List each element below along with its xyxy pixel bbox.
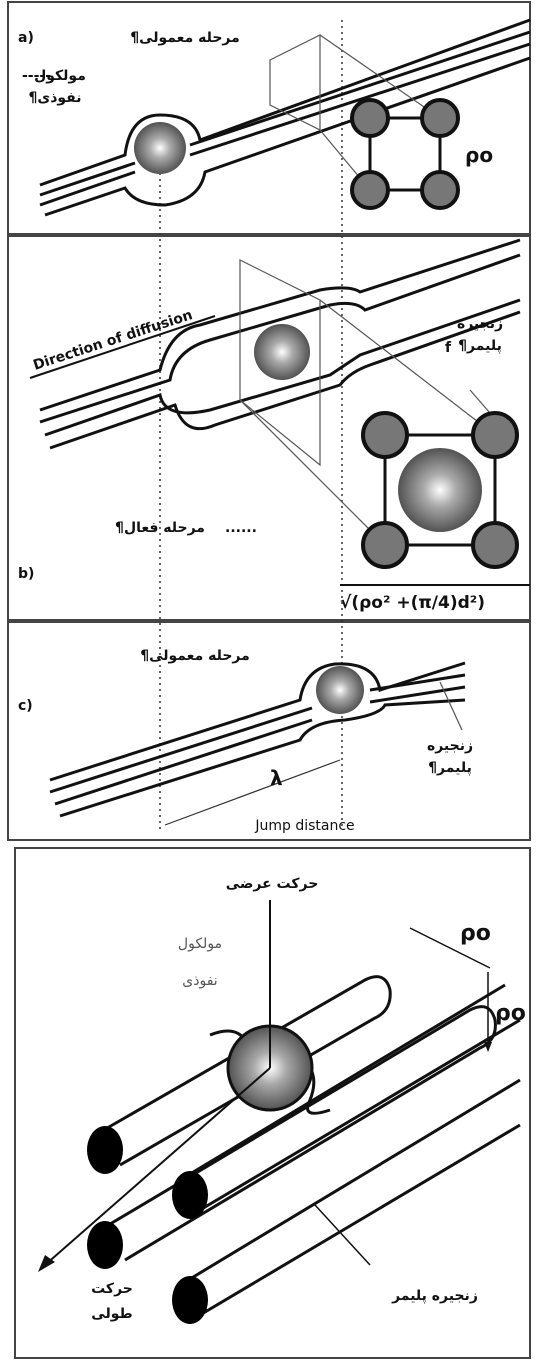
chain-label: پلیمر¶ [428, 760, 472, 776]
stage-dots: ...... [225, 520, 257, 536]
panel-b-frame [8, 236, 530, 620]
panel-a-drawing [40, 20, 530, 215]
panel-label: c) [18, 698, 33, 714]
longitudinal-label: حرکت [91, 1281, 133, 1297]
lambda: λ [270, 766, 283, 790]
molecule-dashes: ----- [22, 68, 51, 84]
stage-label: مرحله معمولی¶ [130, 30, 240, 46]
rho-label: ρo [495, 1001, 526, 1026]
formula: √(ρo² +(π/4)d²) [340, 593, 485, 613]
chain-label: زنجیره [457, 316, 503, 332]
molecule-label: نفوذی¶ [28, 90, 81, 106]
panel-c-drawing [50, 663, 465, 825]
panel-b-drawing [30, 240, 530, 585]
bottom-drawing [38, 900, 520, 1324]
chain-label: پلیمر¶ [458, 338, 502, 354]
panel-label: a) [18, 30, 34, 46]
chain-label: زنجیره پلیمر [391, 1288, 478, 1304]
rho-label: ρo [460, 921, 491, 946]
diagram: a) مرحله معمولی¶ مولکول ----- نفوذی¶ ρo … [0, 0, 537, 1360]
stage-label: مرحله فعال¶ [115, 520, 205, 536]
f-mark: f [445, 340, 452, 356]
stage-label: مرحله معمولی¶ [140, 648, 250, 664]
jump-label: Jump distance [254, 818, 354, 834]
spacing-label: ρo [465, 143, 493, 167]
chain-label: زنجیره [427, 738, 473, 754]
direction-label: Direction of diffusion [31, 307, 194, 374]
molecule-label: نفوذی [182, 973, 217, 989]
panel-label: b) [18, 566, 34, 582]
molecule-label: مولکول [178, 936, 222, 952]
transverse-label: حرکت عرضی [226, 876, 319, 892]
longitudinal-label: طولی [91, 1306, 132, 1322]
